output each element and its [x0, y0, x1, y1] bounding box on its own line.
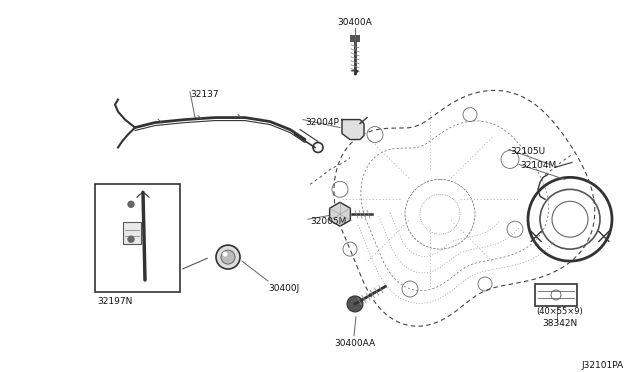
Circle shape [216, 245, 240, 269]
Polygon shape [342, 119, 364, 140]
Circle shape [221, 250, 235, 264]
Bar [535, 284, 577, 306]
Text: 30400J: 30400J [268, 284, 300, 293]
Circle shape [128, 201, 134, 207]
Text: 30400AA: 30400AA [335, 339, 376, 348]
Text: J32101PA: J32101PA [582, 361, 624, 370]
Polygon shape [330, 202, 350, 226]
Text: 32104M: 32104M [520, 161, 556, 170]
Bar [95, 185, 180, 292]
Text: 32197N: 32197N [97, 297, 132, 306]
Bar [123, 222, 141, 244]
Text: 32105U: 32105U [510, 147, 545, 157]
Text: 32137: 32137 [190, 90, 219, 99]
Circle shape [347, 296, 363, 312]
Text: 38342N: 38342N [542, 319, 578, 328]
Circle shape [223, 251, 227, 257]
Bar [350, 35, 360, 42]
Text: 32004P: 32004P [305, 118, 339, 126]
Text: (40×55×9): (40×55×9) [536, 307, 584, 316]
Text: 32005M: 32005M [310, 217, 346, 226]
Text: 30400A: 30400A [338, 18, 372, 27]
Circle shape [128, 236, 134, 242]
